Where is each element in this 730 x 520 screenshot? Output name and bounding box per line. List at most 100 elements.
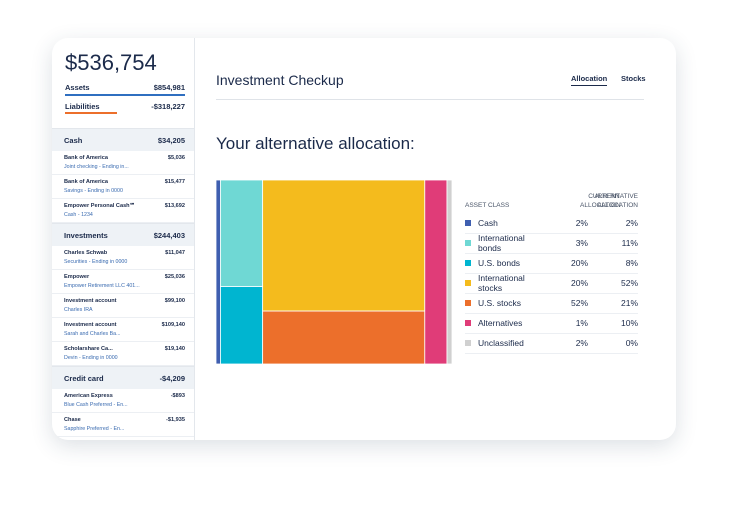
treemap-cell: [220, 180, 264, 287]
account-name: American Express: [64, 393, 113, 399]
column-header: CURRENT ALLOCATION: [580, 193, 621, 209]
current-allocation: 1%: [575, 318, 588, 328]
liabilities-row[interactable]: Liabilities -$318,227: [65, 102, 185, 111]
account-row[interactable]: Empower Empower Retirement LLC 401... $25,…: [52, 270, 194, 294]
account-detail: Securities - Ending in 0000: [64, 259, 128, 265]
account-name: Bank of America: [64, 179, 108, 185]
treemap: [216, 180, 452, 364]
account-name: Empower Personal Cash℠: [64, 203, 136, 209]
asset-class: International bonds: [478, 233, 525, 253]
account-row[interactable]: Investment account Sarah and Charles Ba..…: [52, 318, 194, 342]
table-row: International bonds 3% 11%: [465, 233, 638, 254]
table-row: U.S. stocks 52% 21%: [465, 293, 638, 314]
app-window: $536,754 Assets $854,981 Liabilities -$3…: [52, 38, 676, 440]
group-total: $34,205: [157, 135, 185, 145]
account-value: -$893: [170, 393, 185, 399]
group-total: -$4,209: [159, 373, 185, 383]
account-name: Scholarshare Ca...: [64, 346, 113, 352]
group-name: Cash: [64, 135, 83, 145]
group-name: Investments: [64, 230, 108, 240]
account-detail: Sarah and Charles Ba...: [64, 331, 121, 337]
asset-class: U.S. bonds: [478, 258, 521, 268]
table-row: Cash 2% 2%: [465, 213, 638, 234]
account-groups: Cash $34,205 Bank of America Joint checking…: [52, 128, 194, 437]
account-value: $109,140: [161, 322, 185, 328]
account-value: $25,036: [164, 274, 185, 280]
group-name: Credit card: [64, 373, 104, 383]
swatch: [465, 240, 471, 246]
treemap-cell: [424, 180, 448, 364]
account-name: Investment account: [64, 298, 117, 304]
alternative-allocation: 10%: [620, 318, 638, 328]
column-header: ASSET CLASS: [465, 202, 510, 209]
treemap-cell: [220, 286, 264, 364]
alternative-allocation: 21%: [620, 298, 638, 308]
asset-class: International stocks: [478, 273, 525, 293]
assets-value: $854,981: [153, 83, 185, 92]
account-detail: Empower Retirement LLC 401...: [64, 283, 140, 289]
liabilities-label: Liabilities: [65, 102, 100, 111]
account-value: $99,100: [164, 298, 185, 304]
current-allocation: 52%: [570, 298, 588, 308]
group-header[interactable]: Credit card -$4,209: [52, 366, 194, 389]
account-name: Charles Schwab: [64, 250, 108, 256]
account-row[interactable]: Scholarshare Ca... Devin - Ending in 0000…: [52, 342, 194, 366]
asset-class: Cash: [478, 218, 498, 228]
tab[interactable]: Stocks: [621, 74, 646, 83]
treemap-cell: [446, 180, 452, 364]
account-row[interactable]: Chase Sapphire Preferred - En... -$1,935: [52, 413, 194, 437]
treemap-cell: [216, 180, 221, 364]
treemap-cell: [262, 310, 426, 364]
swatch: [465, 300, 471, 306]
asset-class: U.S. stocks: [478, 298, 521, 308]
section-heading: Your alternative allocation:: [216, 134, 415, 153]
tab[interactable]: Allocation: [571, 74, 608, 86]
account-value: $5,036: [167, 155, 185, 161]
alternative-allocation: 0%: [625, 338, 638, 348]
account-row[interactable]: Empower Personal Cash℠ Cash - 1234 $13,692: [52, 199, 194, 223]
column-header: ALTERNATIVE ALLOCATION: [594, 193, 638, 209]
group-header[interactable]: Investments $244,403: [52, 223, 194, 246]
asset-class: Unclassified: [478, 338, 524, 348]
alternative-allocation: 2%: [625, 218, 638, 228]
liabilities-bar: [65, 112, 117, 114]
account-detail: Joint checking - Ending in...: [64, 164, 129, 170]
liabilities-value: -$318,227: [151, 102, 185, 111]
account-row[interactable]: Bank of America Joint checking - Ending i…: [52, 151, 194, 175]
account-row[interactable]: American Express Blue Cash Preferred - En…: [52, 389, 194, 413]
net-worth: $536,754: [65, 50, 157, 75]
alternative-allocation: 8%: [625, 258, 638, 268]
account-detail: Devin - Ending in 0000: [64, 355, 118, 361]
account-detail: Blue Cash Preferred - En...: [64, 402, 128, 408]
alternative-allocation: 52%: [620, 278, 638, 288]
current-allocation: 20%: [570, 278, 588, 288]
group-header[interactable]: Cash $34,205: [52, 128, 194, 151]
assets-label: Assets: [65, 83, 90, 92]
account-row[interactable]: Charles Schwab Securities - Ending in 000…: [52, 246, 194, 270]
swatch: [465, 320, 471, 326]
swatch: [465, 340, 471, 346]
sidebar: $536,754 Assets $854,981 Liabilities -$3…: [52, 38, 195, 440]
divider: [216, 99, 644, 100]
account-name: Investment account: [64, 322, 117, 328]
account-detail: Sapphire Preferred - En...: [64, 426, 125, 432]
account-value: $15,477: [164, 179, 185, 185]
swatch: [465, 220, 471, 226]
swatch: [465, 260, 471, 266]
account-value: -$1,935: [166, 417, 185, 423]
account-row[interactable]: Investment account Charles IRA $99,100: [52, 294, 194, 318]
account-value: $11,047: [165, 250, 185, 256]
account-row[interactable]: Bank of America Savings - Ending in 0000 $…: [52, 175, 194, 199]
alternative-allocation: 11%: [621, 238, 638, 248]
assets-row[interactable]: Assets $854,981: [65, 83, 185, 92]
table-row: Alternatives 1% 10%: [465, 313, 638, 334]
table-row: Unclassified 2% 0%: [465, 333, 638, 354]
account-detail: Cash - 1234: [64, 212, 93, 218]
account-name: Chase: [64, 417, 81, 423]
account-value: $13,692: [164, 203, 185, 209]
account-detail: Savings - Ending in 0000: [64, 188, 123, 194]
treemap-cell: [262, 180, 426, 312]
current-allocation: 2%: [575, 338, 588, 348]
main-panel: Investment Checkup Allocation Stocks You…: [195, 38, 676, 440]
